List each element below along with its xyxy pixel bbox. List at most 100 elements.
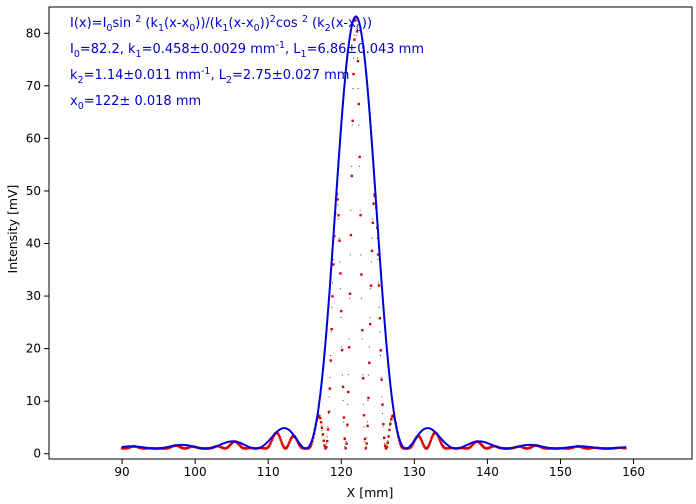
measured-point <box>281 443 284 446</box>
measured-point <box>271 436 275 440</box>
measured-point <box>358 155 361 159</box>
measured-point <box>370 249 374 253</box>
measured-point <box>345 442 348 445</box>
measured-point <box>279 438 282 442</box>
measured-point <box>428 441 432 445</box>
annotation-segment: 1 <box>222 23 228 34</box>
reference-point <box>341 346 343 348</box>
measured-point <box>381 403 384 406</box>
measured-point <box>376 253 380 256</box>
measured-point <box>426 445 430 449</box>
measured-point <box>419 438 423 441</box>
reference-point <box>366 437 368 439</box>
y-tick-label: 80 <box>26 26 41 40</box>
x-tick-label: 120 <box>330 465 353 479</box>
reference-point <box>331 306 333 308</box>
annotation-segment: 2 <box>226 75 232 86</box>
reference-point <box>356 34 358 36</box>
y-tick-label: 50 <box>26 184 41 198</box>
measured-point <box>387 435 390 438</box>
reference-point <box>366 421 368 423</box>
measured-point <box>390 418 393 421</box>
measured-point <box>269 440 273 444</box>
measured-point <box>363 437 367 441</box>
measured-point <box>384 447 388 450</box>
measured-point <box>308 446 311 449</box>
measured-point <box>368 361 371 364</box>
measured-point <box>346 423 349 426</box>
reference-point <box>380 354 382 356</box>
measured-point <box>326 428 330 431</box>
measured-point <box>360 273 363 276</box>
reference-point <box>372 218 374 220</box>
x-tick-label: 140 <box>476 465 499 479</box>
measured-point <box>322 439 325 442</box>
reference-point <box>376 237 378 239</box>
measured-point <box>270 438 274 442</box>
annotation-segment: 0 <box>254 23 260 34</box>
reference-point <box>353 34 355 36</box>
reference-point <box>349 297 351 299</box>
annotation-segment: cos <box>276 16 302 31</box>
reference-point <box>348 338 350 340</box>
reference-point <box>370 288 372 290</box>
reference-point <box>381 396 383 398</box>
measured-point <box>361 377 365 380</box>
annotation-segment: 2 <box>78 75 84 86</box>
measured-point <box>359 214 362 217</box>
measured-point <box>440 443 444 447</box>
reference-point <box>320 425 322 427</box>
reference-point <box>363 426 365 428</box>
y-tick-label: 10 <box>26 394 41 408</box>
measured-point <box>290 436 293 440</box>
annotation-segment: (x-x <box>331 16 356 31</box>
reference-point <box>337 204 339 206</box>
reference-point <box>332 282 333 284</box>
reference-point <box>373 195 375 197</box>
annotation-segment: )) <box>260 16 270 31</box>
reference-point <box>369 317 371 319</box>
reference-point <box>383 443 385 445</box>
measured-point <box>364 447 368 450</box>
measured-point <box>328 387 332 390</box>
annotation-line1: I(x)=I0sin 2 (k1(x-x0))/(k1(x-x0))2cos 2… <box>70 14 372 34</box>
measured-point <box>427 444 431 447</box>
reference-point <box>380 376 382 378</box>
reference-point <box>365 446 367 448</box>
reference-point <box>360 254 362 256</box>
measured-point <box>285 446 289 449</box>
measured-point <box>366 424 369 428</box>
annotation-segment: =6.86±0.043 mm <box>307 42 424 57</box>
reference-point <box>343 437 345 439</box>
measured-point <box>332 263 335 266</box>
annotation-segment: 2 <box>302 14 308 25</box>
measured-point <box>420 440 424 443</box>
measured-point <box>336 198 339 201</box>
measured-point <box>276 432 280 436</box>
reference-point <box>332 258 334 260</box>
reference-point <box>356 57 358 59</box>
measured-point <box>344 447 347 450</box>
reference-point <box>357 88 359 90</box>
measured-point <box>286 444 289 448</box>
reference-point <box>345 441 347 443</box>
measured-point <box>350 174 353 178</box>
reference-point <box>378 306 380 308</box>
y-tick-label: 40 <box>26 237 41 251</box>
y-tick-label: 30 <box>26 289 41 303</box>
reference-point <box>351 165 353 167</box>
measured-point <box>361 329 364 332</box>
annotation-segment: 1 <box>136 49 142 60</box>
measured-point <box>383 436 386 440</box>
y-axis: 0 10 20 30 40 50 60 70 80 <box>26 26 49 461</box>
measured-point <box>327 410 331 413</box>
measured-point <box>267 445 270 448</box>
reference-point <box>339 288 341 290</box>
reference-point <box>341 374 343 376</box>
annotation-segment: I(x)=I <box>70 16 106 31</box>
reference-point <box>370 261 372 263</box>
x-axis-label: X [mm] <box>347 485 394 500</box>
measured-point <box>342 416 346 419</box>
measured-point <box>357 102 361 106</box>
